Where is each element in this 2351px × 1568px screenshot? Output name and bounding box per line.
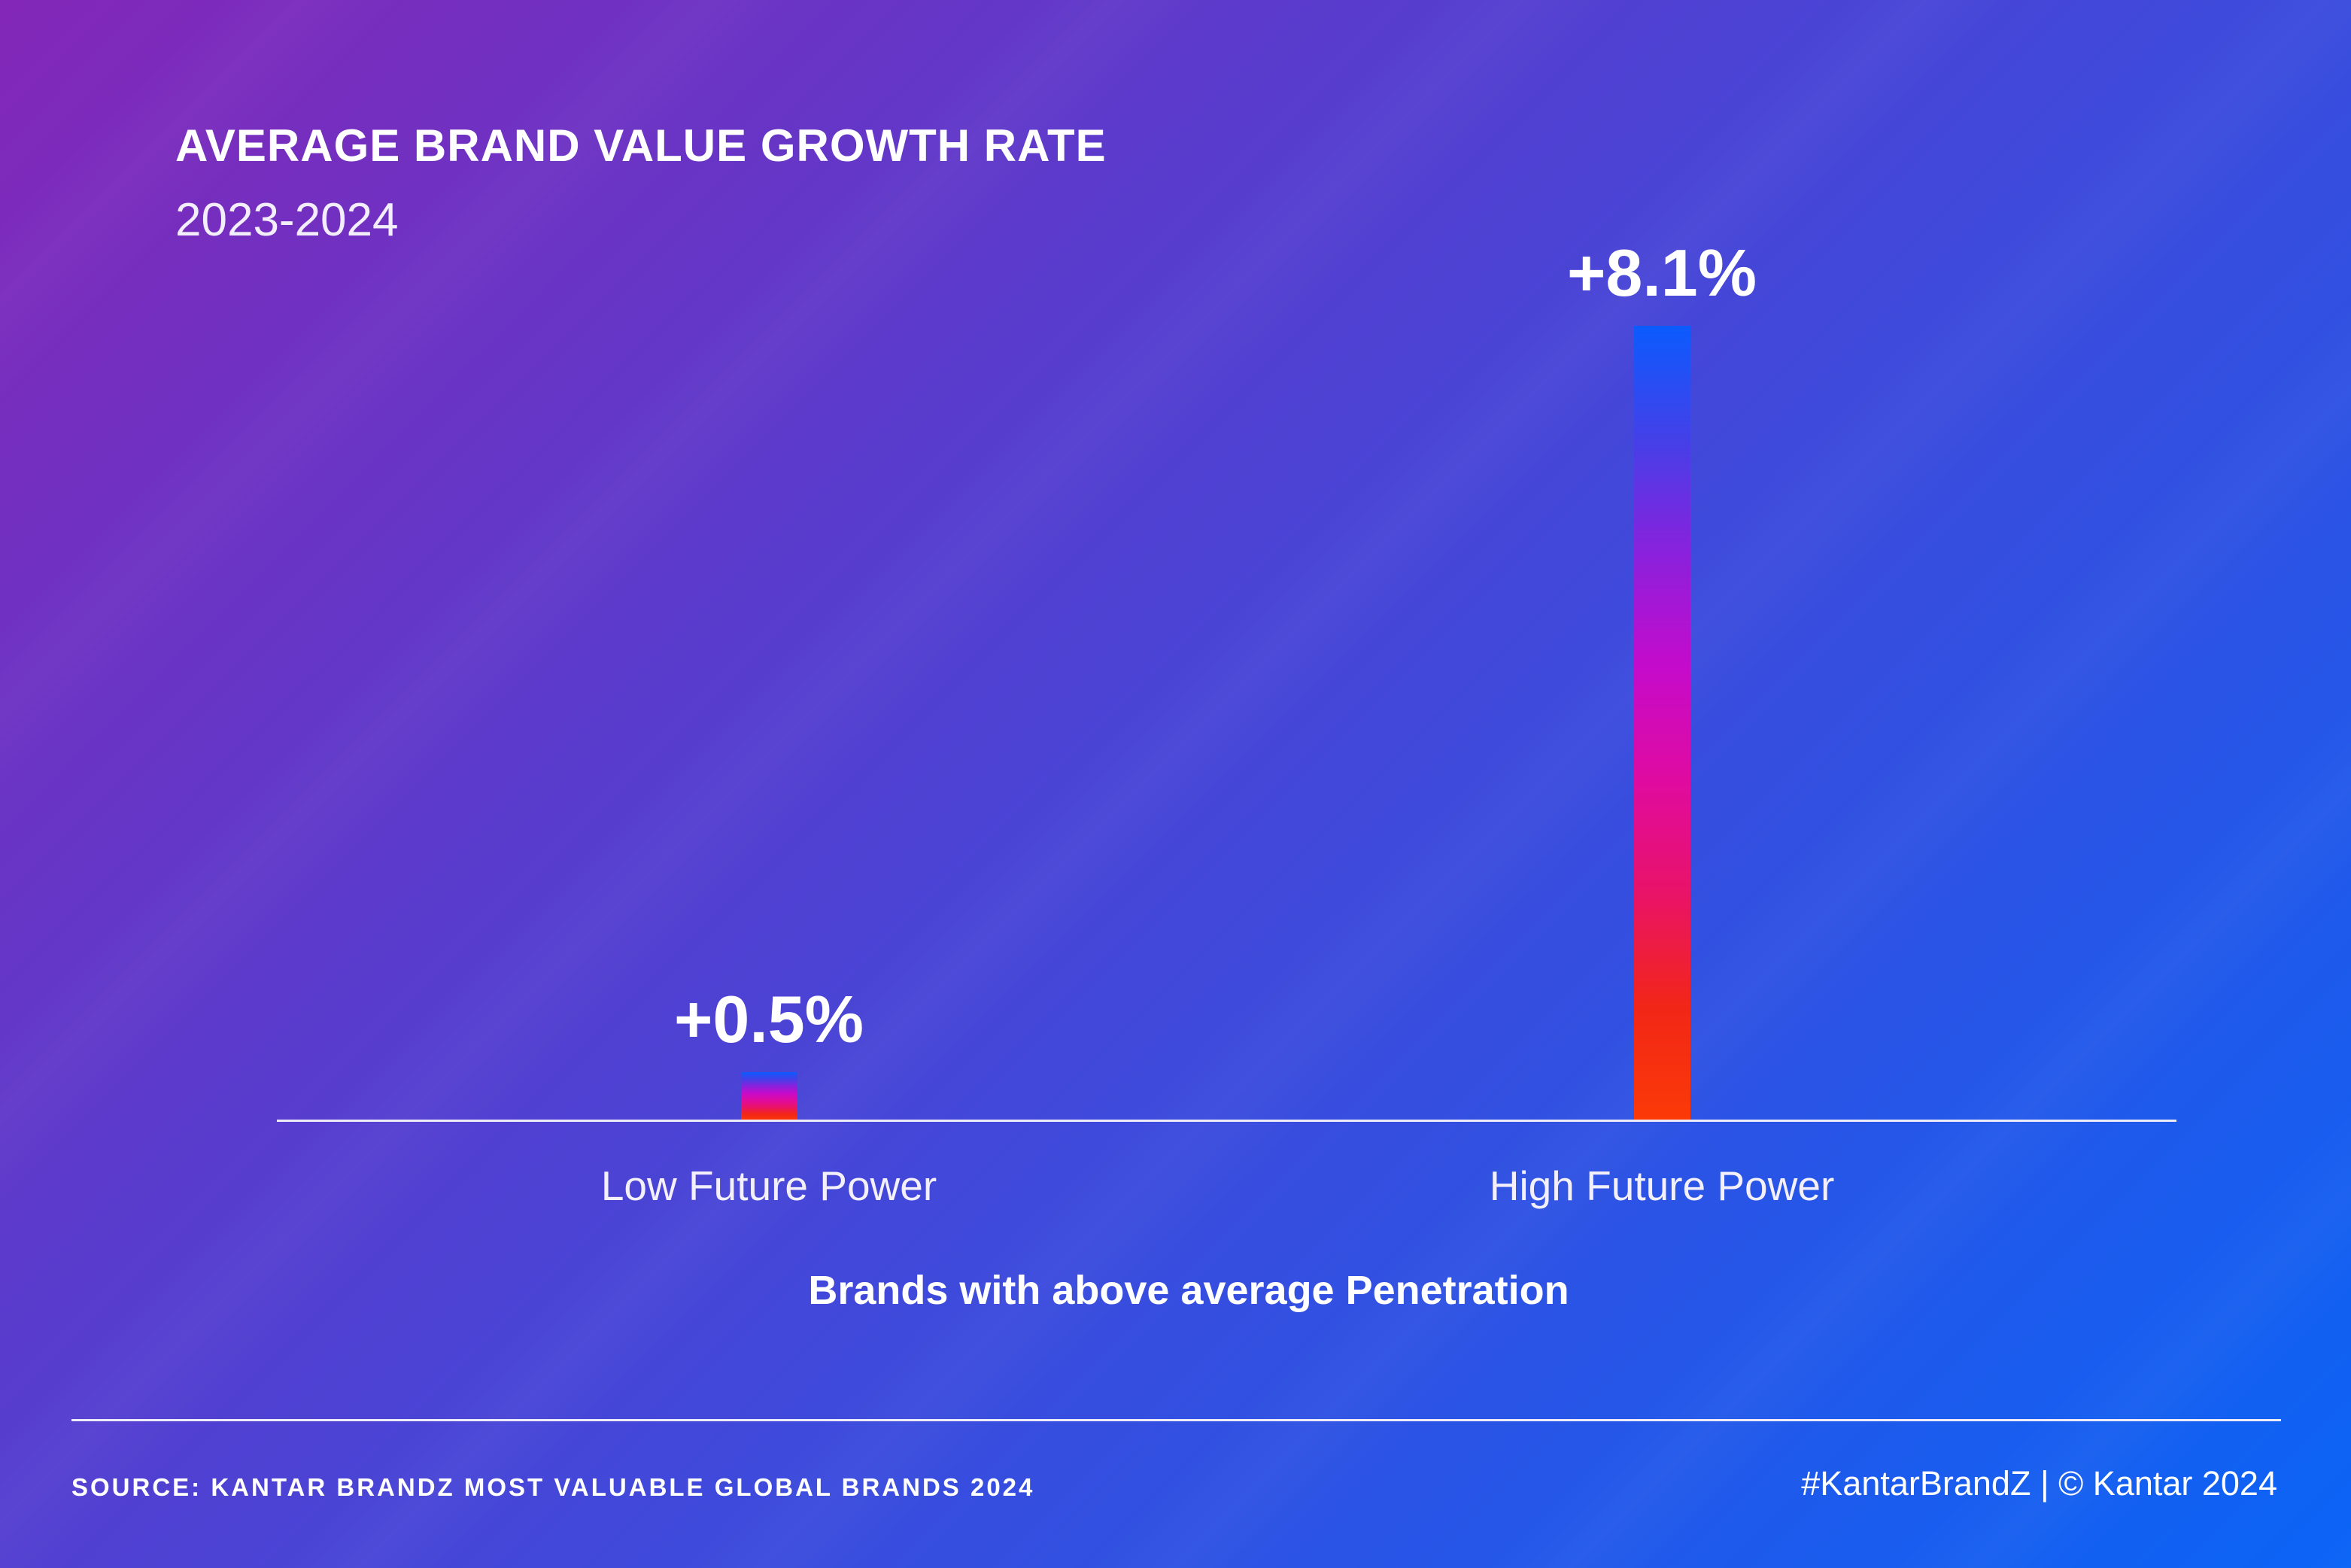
footer-divider xyxy=(71,1419,2281,1421)
chart-subtitle: 2023-2024 xyxy=(175,194,399,246)
x-axis-title: Brands with above average Penetration xyxy=(808,1268,1569,1313)
chart-title: AVERAGE BRAND VALUE GROWTH RATE xyxy=(175,120,1107,171)
bar-low-future-power xyxy=(740,1072,797,1121)
bar-value-label-low: +0.5% xyxy=(674,982,864,1056)
bar-value-label-high: +8.1% xyxy=(1567,236,1757,310)
source-text: SOURCE: KANTAR BRANDZ MOST VALUABLE GLOB… xyxy=(71,1473,1035,1501)
bar-high-future-power xyxy=(1633,326,1690,1121)
category-label-high-future-power: High Future Power xyxy=(1489,1162,1835,1209)
credit-text: #KantarBrandZ | © Kantar 2024 xyxy=(1801,1464,2277,1503)
x-axis-line xyxy=(277,1120,2176,1122)
bar-group-low-future-power: +0.5% xyxy=(581,986,957,1121)
bar-group-high-future-power: +8.1% xyxy=(1474,240,1850,1121)
category-label-low-future-power: Low Future Power xyxy=(600,1162,937,1209)
